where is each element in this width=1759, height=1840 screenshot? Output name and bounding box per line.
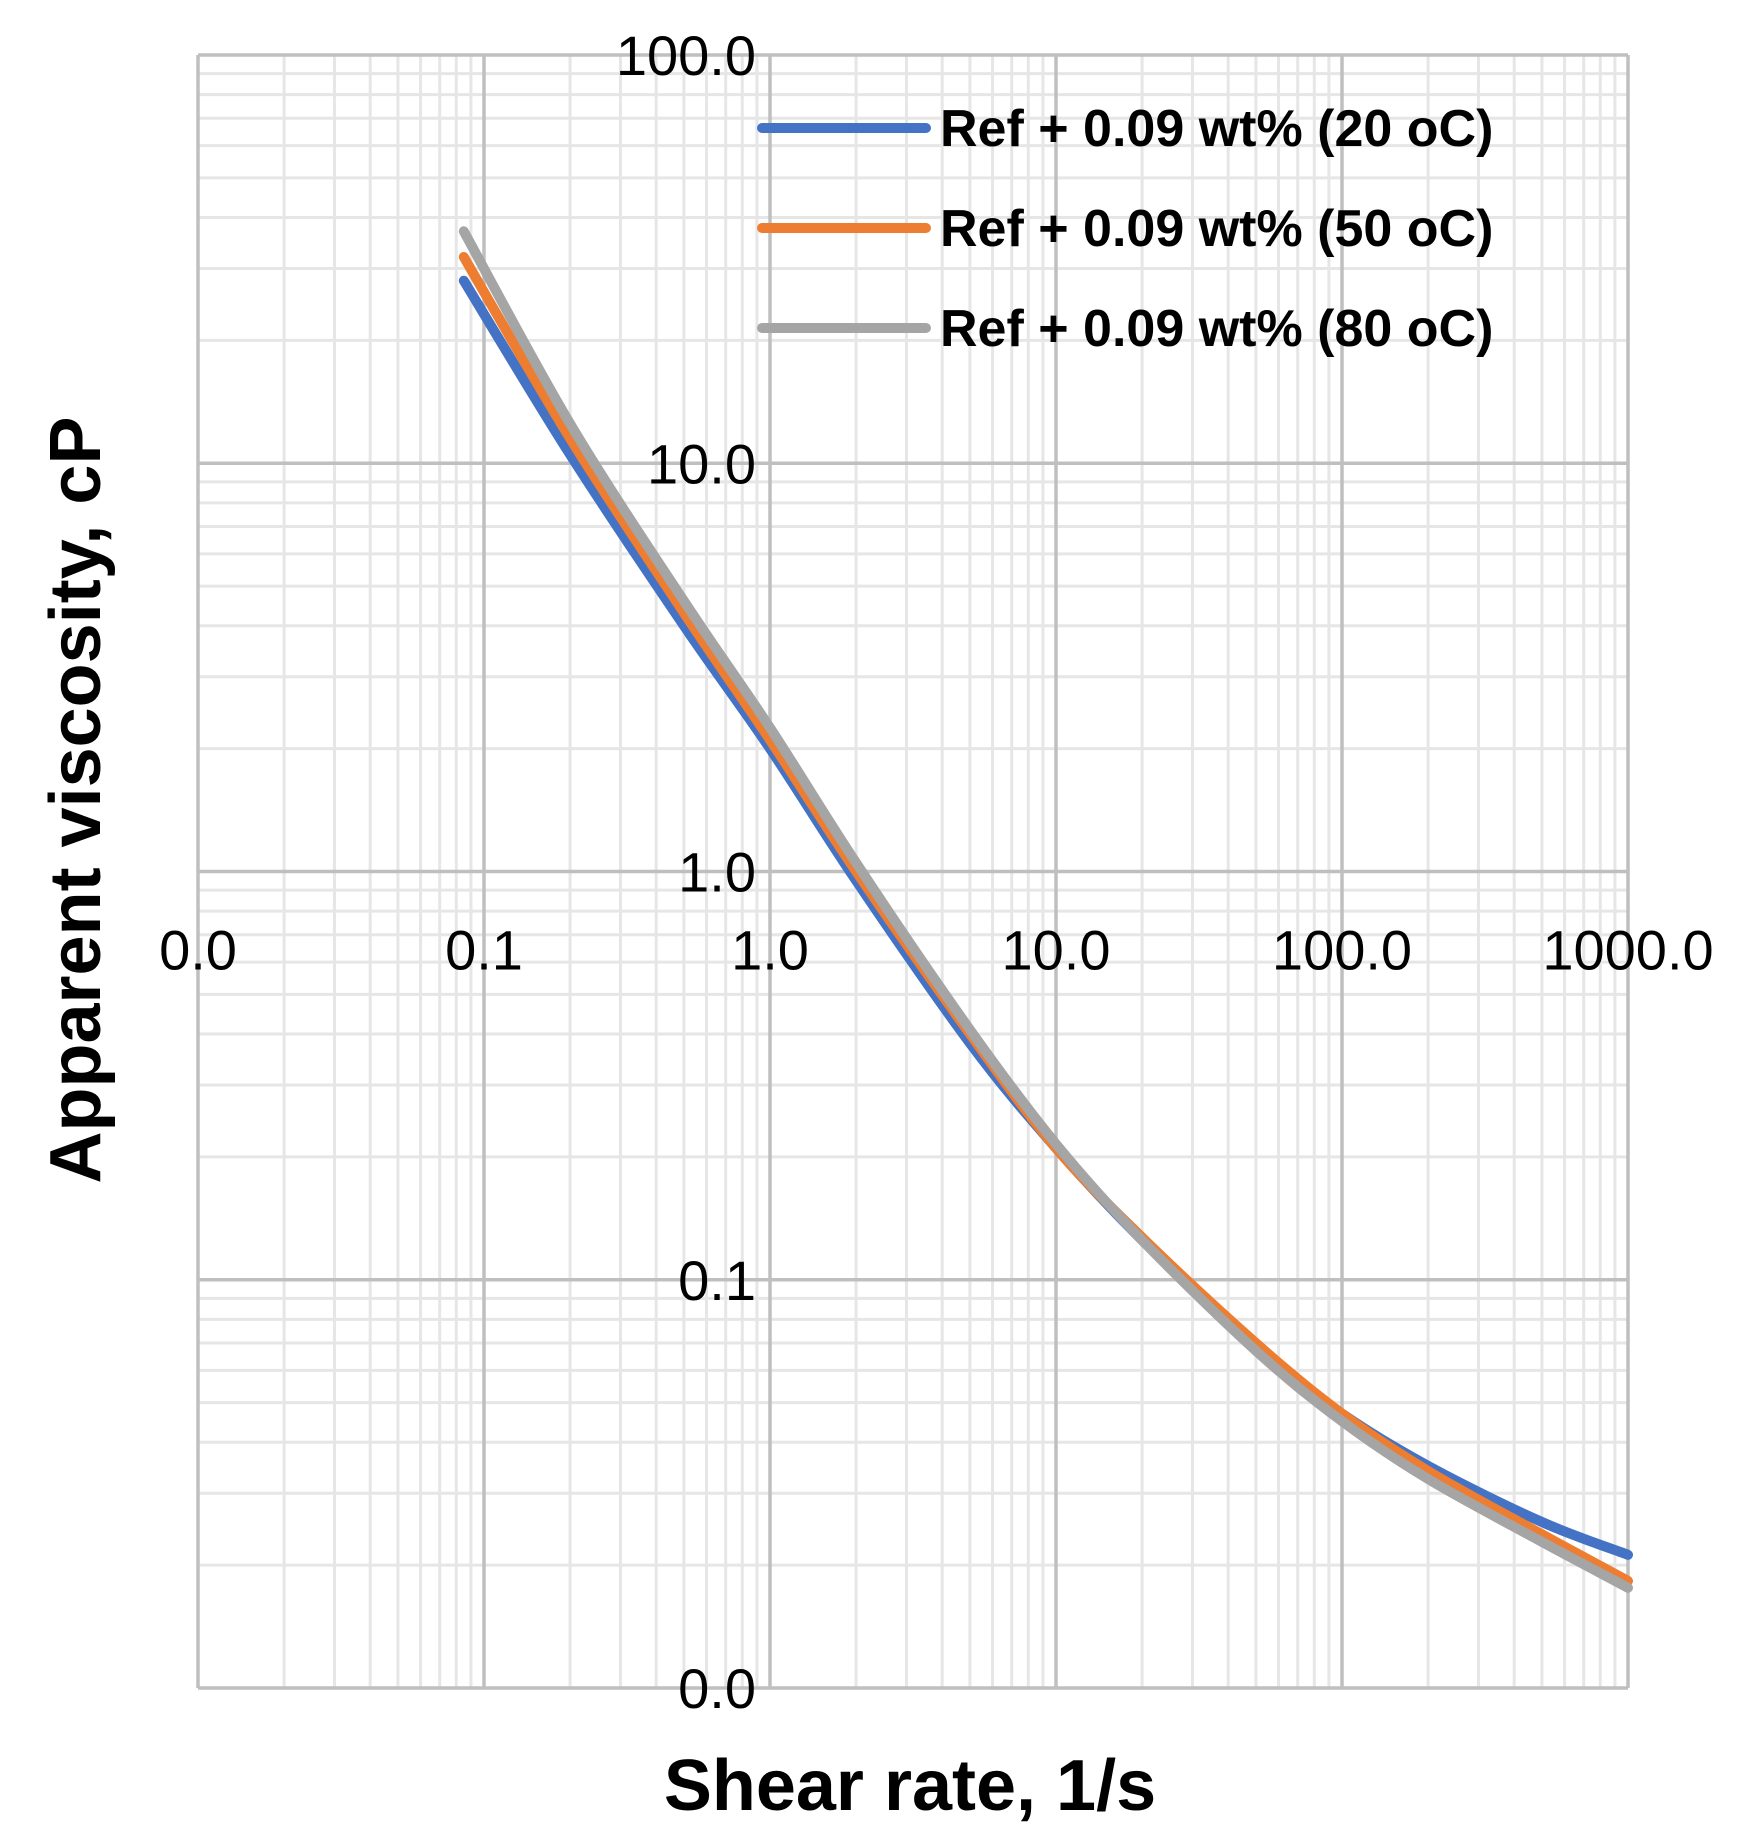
x-axis-title: Shear rate, 1/s: [664, 1746, 1156, 1826]
x-tick-labels: 0.0 0.1 1.0 10.0 100.0 1000.0: [159, 919, 1714, 982]
y-tick-label: 100.0: [616, 24, 756, 87]
legend-label-1: Ref + 0.09 wt% (20 oC): [940, 100, 1493, 158]
y-tick-label: 0.1: [678, 1249, 756, 1312]
series-line-3: [458, 226, 1633, 1593]
x-tick-label: 0.1: [445, 919, 523, 982]
y-tick-labels: 100.0 10.0 1.0 0.1 0.0: [616, 24, 756, 1720]
x-tick-label: 1000.0: [1542, 919, 1713, 982]
y-tick-label: 0.0: [678, 1657, 756, 1720]
x-tick-label: 1.0: [731, 919, 809, 982]
series-group: [458, 226, 1633, 1593]
y-tick-label: 1.0: [678, 841, 756, 904]
y-axis-title: Apparent viscosity, cP: [36, 417, 116, 1184]
y-tick-label: 10.0: [647, 432, 756, 495]
legend: Ref + 0.09 wt% (20 oC) Ref + 0.09 wt% (50…: [757, 100, 1493, 358]
x-tick-label: 0.0: [159, 919, 237, 982]
legend-label-3: Ref + 0.09 wt% (80 oC): [940, 300, 1493, 358]
x-tick-label: 10.0: [1002, 919, 1111, 982]
x-tick-label: 100.0: [1272, 919, 1412, 982]
legend-label-2: Ref + 0.09 wt% (50 oC): [940, 200, 1493, 258]
